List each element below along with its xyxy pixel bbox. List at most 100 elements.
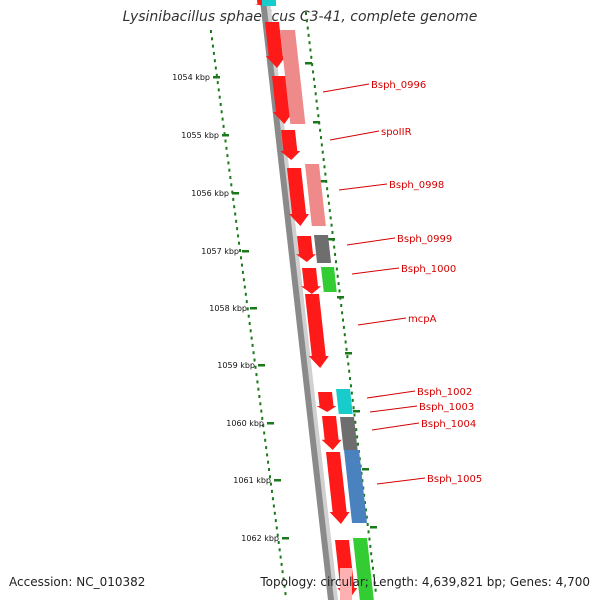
- ruler-dot: [232, 197, 235, 201]
- ruler-dot: [254, 365, 257, 369]
- label-leader: [369, 405, 418, 413]
- ruler-dot: [365, 515, 368, 519]
- cds-outer-gray: [340, 417, 358, 450]
- ruler-dot: [234, 212, 237, 216]
- ruler-dot: [265, 446, 268, 450]
- ruler-dot: [242, 278, 245, 282]
- scale-label: 1062 kbp: [241, 534, 279, 543]
- ruler-dot: [312, 70, 315, 74]
- scale-tick: [282, 537, 289, 540]
- ruler-dot: [253, 358, 256, 362]
- ruler-dot: [239, 249, 242, 252]
- ruler-dot: [347, 362, 350, 366]
- ruler-dot: [261, 416, 264, 420]
- ruler-dot: [215, 73, 218, 77]
- genome-backbone: [260, 0, 338, 600]
- ruler-dot: [260, 409, 263, 413]
- ruler-dot: [249, 329, 252, 333]
- ruler-dot: [236, 227, 239, 231]
- cds-outer-green: [321, 267, 337, 292]
- cds-outer-cyan: [336, 389, 353, 414]
- ruler-dot: [255, 373, 258, 377]
- ruler-dot: [258, 395, 261, 398]
- ruler-dot: [239, 256, 242, 260]
- label-leader: [346, 237, 396, 246]
- ruler-dot: [351, 398, 354, 402]
- ruler-dot: [224, 139, 227, 143]
- ruler-dot: [330, 223, 333, 227]
- gene-label: Bsph_0999: [397, 234, 452, 245]
- label-leader: [371, 422, 420, 431]
- ruler-dot: [216, 81, 219, 85]
- cds-outer-pink: [305, 164, 326, 226]
- ruler-dot: [363, 493, 366, 497]
- label-leaders: Bsph_0996 spoIIR Bsph_0998 Bsph_0999 Bsph_10…: [322, 80, 482, 485]
- ruler-dot: [248, 322, 251, 325]
- ruler-dot: [264, 438, 267, 442]
- ruler-dot: [235, 219, 238, 223]
- ruler-dot: [316, 106, 319, 110]
- ruler-dot: [274, 519, 277, 523]
- ruler-dot: [269, 482, 272, 486]
- label-leader: [329, 130, 380, 141]
- ruler-dot: [270, 489, 273, 493]
- ruler-dot: [271, 497, 274, 501]
- gene-label: mcpA: [408, 314, 437, 325]
- ruler-dot: [221, 117, 224, 121]
- ruler-dot: [327, 201, 330, 205]
- label-leader: [366, 390, 416, 399]
- ruler-dot: [308, 41, 311, 45]
- cds-arrow: [321, 416, 342, 450]
- scale-ruler-dots: [210, 30, 287, 596]
- ruler-dot: [310, 55, 313, 59]
- cds-arrow: [301, 268, 322, 294]
- scale-tick: [242, 250, 249, 253]
- ruler-dot: [277, 541, 280, 544]
- ruler-dot: [364, 508, 367, 512]
- ruler-dot: [313, 85, 316, 88]
- ruler-dot: [348, 369, 351, 373]
- ruler-dot: [364, 501, 367, 505]
- ruler-dot: [369, 544, 372, 548]
- cds-outer-pink: [340, 568, 352, 600]
- scale-tick: [222, 134, 229, 137]
- ruler-dot: [262, 424, 265, 428]
- gene-label: spoIIR: [381, 127, 412, 138]
- scale-label: 1061 kbp: [233, 476, 271, 485]
- ruler-dot: [263, 431, 266, 435]
- ruler-dot: [305, 12, 307, 15]
- scale-tick: [267, 422, 274, 425]
- label-leader: [351, 267, 400, 275]
- ruler-dot: [336, 274, 339, 278]
- outer-tick: [362, 468, 369, 471]
- ruler-dot: [213, 59, 216, 63]
- ruler-dot: [217, 88, 220, 92]
- ruler-dot: [362, 486, 365, 490]
- ruler-dot: [322, 158, 325, 161]
- ruler-dot: [228, 168, 231, 172]
- cds-outer-blue: [344, 450, 368, 523]
- ruler-dot: [267, 460, 270, 464]
- ruler-dot: [312, 77, 315, 81]
- scale-label: 1060 kbp: [226, 419, 264, 428]
- cds-outer-gray: [314, 235, 332, 263]
- ruler-dot: [241, 270, 244, 274]
- ruler-dot: [311, 63, 314, 67]
- ruler-dot: [210, 37, 213, 41]
- ruler-dot: [245, 300, 248, 304]
- label-leader: [357, 317, 407, 326]
- ruler-dot: [211, 44, 214, 48]
- ruler-dot: [367, 530, 370, 534]
- outer-tick: [305, 62, 312, 65]
- scale-label: 1058 kbp: [209, 304, 247, 313]
- gene-label: Bsph_0998: [389, 180, 444, 191]
- ruler-dot: [273, 511, 276, 515]
- accession-text: Accession: NC_010382: [9, 575, 146, 589]
- ruler-dot: [370, 552, 373, 556]
- cds-arrow: [265, 22, 286, 68]
- ruler-dot: [282, 577, 285, 581]
- ruler-dot: [268, 468, 271, 471]
- scale-label: 1055 kbp: [181, 131, 219, 140]
- ruler-dot: [210, 30, 212, 33]
